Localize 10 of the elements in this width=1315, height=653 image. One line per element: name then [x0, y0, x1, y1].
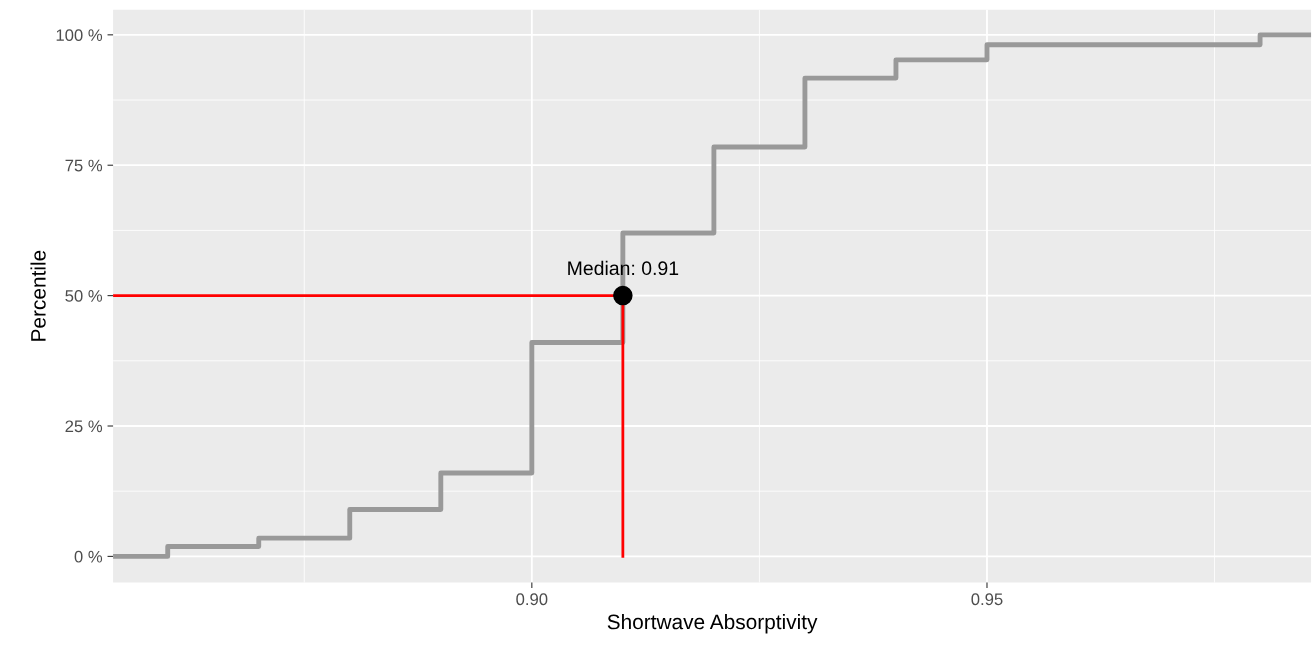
y-tick-label: 0 % — [74, 550, 103, 563]
x-tick-label: 0.95 — [971, 593, 1003, 606]
y-axis-title: Percentile — [30, 250, 46, 341]
x-tick-label: 0.90 — [516, 593, 548, 606]
x-axis-title: Shortwave Absorptivity — [607, 613, 818, 634]
y-tick-label: 50 % — [65, 290, 103, 302]
y-tick-label: 100 % — [56, 29, 103, 42]
annotation: Median: 0.91 — [568, 260, 679, 276]
y-tick-label: 75 % — [65, 159, 103, 172]
y-tick-label: 25 % — [65, 420, 103, 433]
